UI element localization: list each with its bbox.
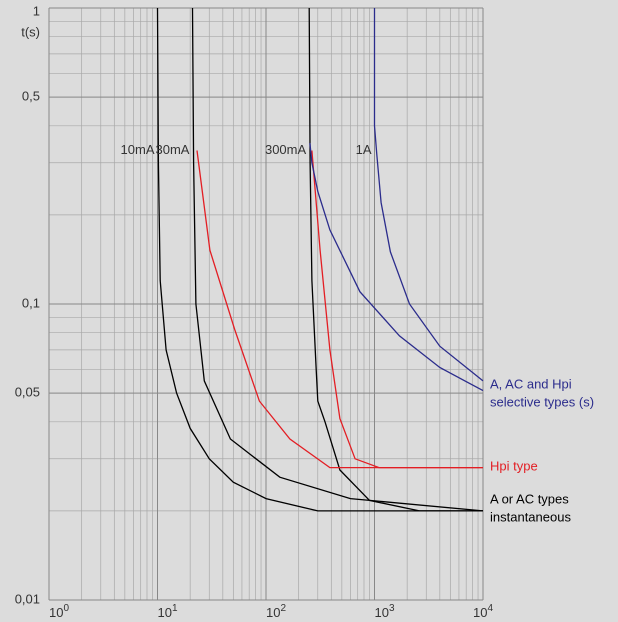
curve <box>156 7 483 512</box>
y-tick-label: 1 <box>33 3 40 18</box>
type-label: A or AC types <box>490 491 569 506</box>
y-tick-label: 0,05 <box>15 385 40 400</box>
curve <box>308 7 483 512</box>
curve-label: 30mA <box>155 142 189 157</box>
x-tick-label: 103 <box>374 603 394 621</box>
x-tick-base: 10 <box>49 605 63 620</box>
x-tick-exponent: 3 <box>389 603 395 614</box>
x-tick-label: 101 <box>157 603 177 621</box>
curve <box>373 8 484 382</box>
curve <box>311 150 483 469</box>
x-tick-exponent: 4 <box>487 603 493 614</box>
y-axis-label: t(s) <box>21 24 40 39</box>
y-tick-label: 0,5 <box>22 89 40 104</box>
curve <box>309 142 484 392</box>
x-tick-label: 104 <box>473 603 493 621</box>
curve <box>196 150 483 469</box>
curve-label: 1A <box>356 142 372 157</box>
type-label: A, AC and Hpi <box>490 376 572 391</box>
type-label: instantaneous <box>490 509 571 524</box>
x-tick-base: 10 <box>374 605 388 620</box>
x-tick-label: 102 <box>266 603 286 621</box>
x-tick-base: 10 <box>157 605 171 620</box>
curve <box>191 7 484 512</box>
x-tick-exponent: 2 <box>280 603 286 614</box>
type-label: Hpi type <box>490 458 538 473</box>
curve-label: 10mA <box>121 142 155 157</box>
x-tick-base: 10 <box>266 605 280 620</box>
x-tick-exponent: 1 <box>172 603 178 614</box>
x-tick-label: 100 <box>49 603 69 621</box>
curve-label: 300mA <box>265 142 307 157</box>
y-tick-label: 0,1 <box>22 295 40 310</box>
x-tick-exponent: 0 <box>63 603 69 614</box>
x-tick-base: 10 <box>473 605 487 620</box>
type-label: selective types (s) <box>490 394 594 409</box>
y-tick-label: 0,01 <box>15 591 40 606</box>
